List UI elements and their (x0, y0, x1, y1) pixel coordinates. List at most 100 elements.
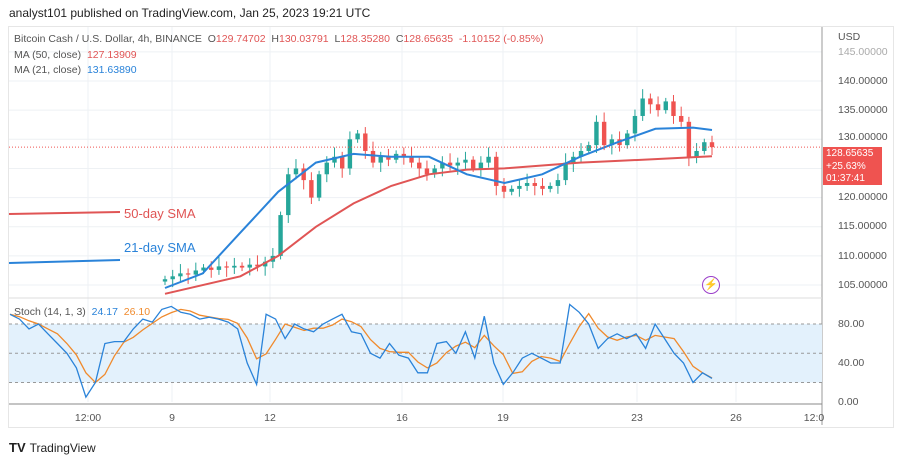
candle-body (555, 180, 561, 186)
candle-body (501, 185, 507, 192)
candle-body (663, 101, 668, 111)
price-tick: 140.00000 (838, 75, 888, 87)
candle-body (447, 162, 453, 166)
candle-body (178, 273, 183, 277)
time-tick: 12:0 (803, 412, 825, 424)
stoch-d-value: 26.10 (123, 306, 151, 318)
candle-body (655, 104, 661, 111)
candle-body (309, 180, 314, 198)
time-tick: 12 (264, 412, 276, 424)
tradingview-logo: TV TradingView (9, 440, 96, 455)
candle-body (509, 188, 514, 192)
candle-body (478, 162, 484, 169)
last-price-badge: 128.65635 +25.63% 01:37:41 (823, 147, 882, 185)
candle-body (432, 168, 437, 175)
candle-body (355, 133, 360, 140)
ma50-value: 127.13909 (86, 49, 137, 61)
stoch-legend[interactable]: Stoch (14, 1, 3) 24.17 26.10 (14, 306, 150, 318)
chart-frame[interactable] (8, 26, 894, 428)
candle-body (540, 185, 545, 189)
candle-body (601, 121, 607, 146)
stoch-tick: 0.00 (838, 396, 859, 408)
publish-info: analyst101 published on TradingView.com,… (9, 6, 371, 20)
candle-body (278, 215, 283, 256)
symbol-legend: Bitcoin Cash / U.S. Dollar, 4h, BINANCE … (14, 33, 544, 45)
price-tick: 120.00000 (838, 191, 888, 203)
time-tick: 26 (730, 412, 742, 424)
candle-body (170, 276, 175, 280)
candle-body (486, 156, 491, 163)
ma21-value: 131.63890 (86, 64, 137, 76)
low-value: 128.35280 (340, 33, 390, 45)
candle-body (370, 150, 376, 163)
candle-body (363, 133, 368, 151)
candle-body (247, 264, 252, 268)
candle-body (678, 115, 684, 122)
candle-body (532, 183, 538, 186)
candle-body (378, 156, 383, 163)
candle-body (524, 183, 530, 186)
time-tick: 16 (396, 412, 408, 424)
stoch-tick: 80.00 (838, 318, 865, 330)
candle-body (239, 265, 245, 268)
high-label: H (271, 33, 279, 45)
candle-body (255, 264, 260, 267)
badge-change: +25.63% (826, 160, 866, 172)
candle-body (648, 98, 653, 105)
stoch-k-value: 24.17 (91, 306, 118, 318)
ma50-label: MA (50, close) (14, 49, 82, 61)
candle-body (386, 156, 391, 160)
time-tick: 19 (497, 412, 509, 424)
candle-body (463, 159, 468, 163)
close-value: 128.65635 (403, 33, 454, 45)
candle-body (494, 156, 499, 186)
candle-body (324, 162, 329, 175)
time-tick: 9 (169, 412, 175, 424)
change-value: -1.10152 (-0.85%) (458, 33, 544, 45)
price-tick: 105.00000 (838, 279, 888, 291)
ma21-legend[interactable]: MA (21, close) 131.63890 (14, 64, 137, 76)
candle-body (440, 162, 445, 169)
ma21-line (164, 126, 713, 289)
candle-body (424, 168, 430, 175)
candle-body (417, 162, 422, 169)
high-value: 130.03791 (279, 33, 329, 45)
candle-body (640, 98, 645, 116)
low-label: L (334, 33, 341, 45)
time-tick: 23 (631, 412, 643, 424)
close-label: C (395, 33, 404, 45)
sma21-annotation: 21-day SMA (124, 240, 196, 255)
candle-body (401, 153, 407, 157)
price-tick: 130.00000 (838, 131, 888, 143)
stoch-tick: 40.00 (838, 357, 865, 369)
stoch-k-line (9, 303, 713, 399)
candle-body (332, 156, 337, 163)
candle-body (301, 168, 306, 181)
candle-body (548, 185, 553, 189)
price-tick: 135.00000 (838, 104, 888, 116)
candle-body (578, 150, 584, 157)
price-tick: 115.00000 (838, 220, 887, 232)
stoch-d-line (9, 308, 713, 384)
candle-body (316, 174, 322, 198)
candle-body (209, 267, 214, 270)
stoch-band (9, 324, 822, 383)
brand-name: TradingView (29, 440, 96, 455)
candle-body (201, 267, 206, 271)
candle-body (185, 273, 191, 275)
ma21-label: MA (21, close) (14, 64, 82, 76)
price-tick: 145.00000 (838, 46, 888, 58)
badge-countdown: 01:37:41 (826, 173, 865, 184)
candle-body (293, 168, 299, 175)
candle-body (193, 270, 199, 275)
candle-body (709, 142, 715, 148)
candle-body (632, 115, 638, 134)
ma50-legend[interactable]: MA (50, close) 127.13909 (14, 49, 137, 61)
time-tick: 12:00 (74, 412, 102, 424)
candle-body (671, 101, 676, 116)
candle-body (162, 279, 168, 282)
candle-body (594, 121, 599, 146)
lightning-icon[interactable]: ⚡ (702, 276, 720, 294)
price-tick: 110.00000 (838, 250, 887, 262)
